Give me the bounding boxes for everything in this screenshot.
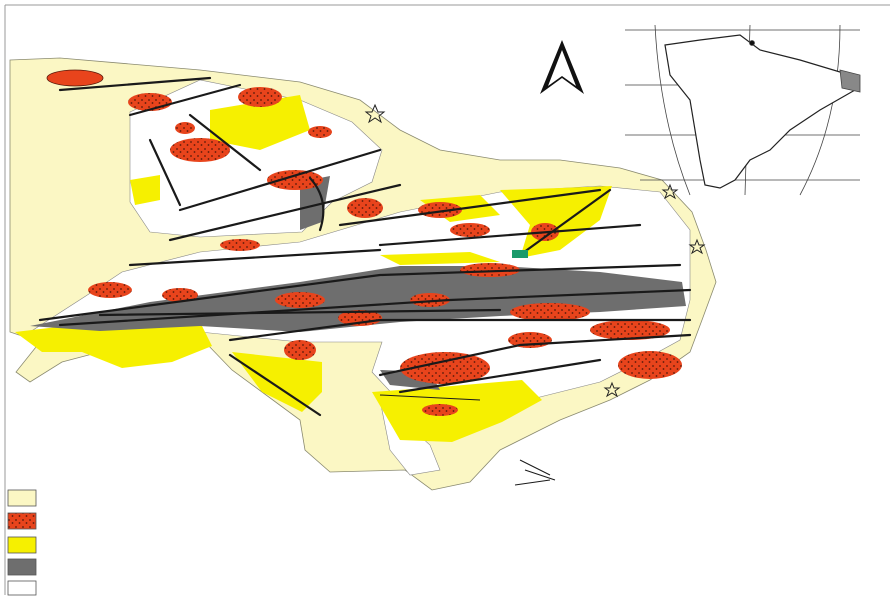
legend-swatch: [8, 559, 36, 575]
legend-swatch: [8, 537, 36, 553]
legend-swatch: [8, 490, 36, 506]
legend-swatch: [8, 513, 36, 529]
yellow-unit: [130, 175, 160, 205]
geological-map: [0, 0, 895, 597]
inset-map: [625, 25, 860, 195]
study-area: [512, 250, 528, 258]
legend-swatch: [8, 581, 36, 595]
page: [0, 0, 895, 597]
legend: [8, 490, 36, 595]
